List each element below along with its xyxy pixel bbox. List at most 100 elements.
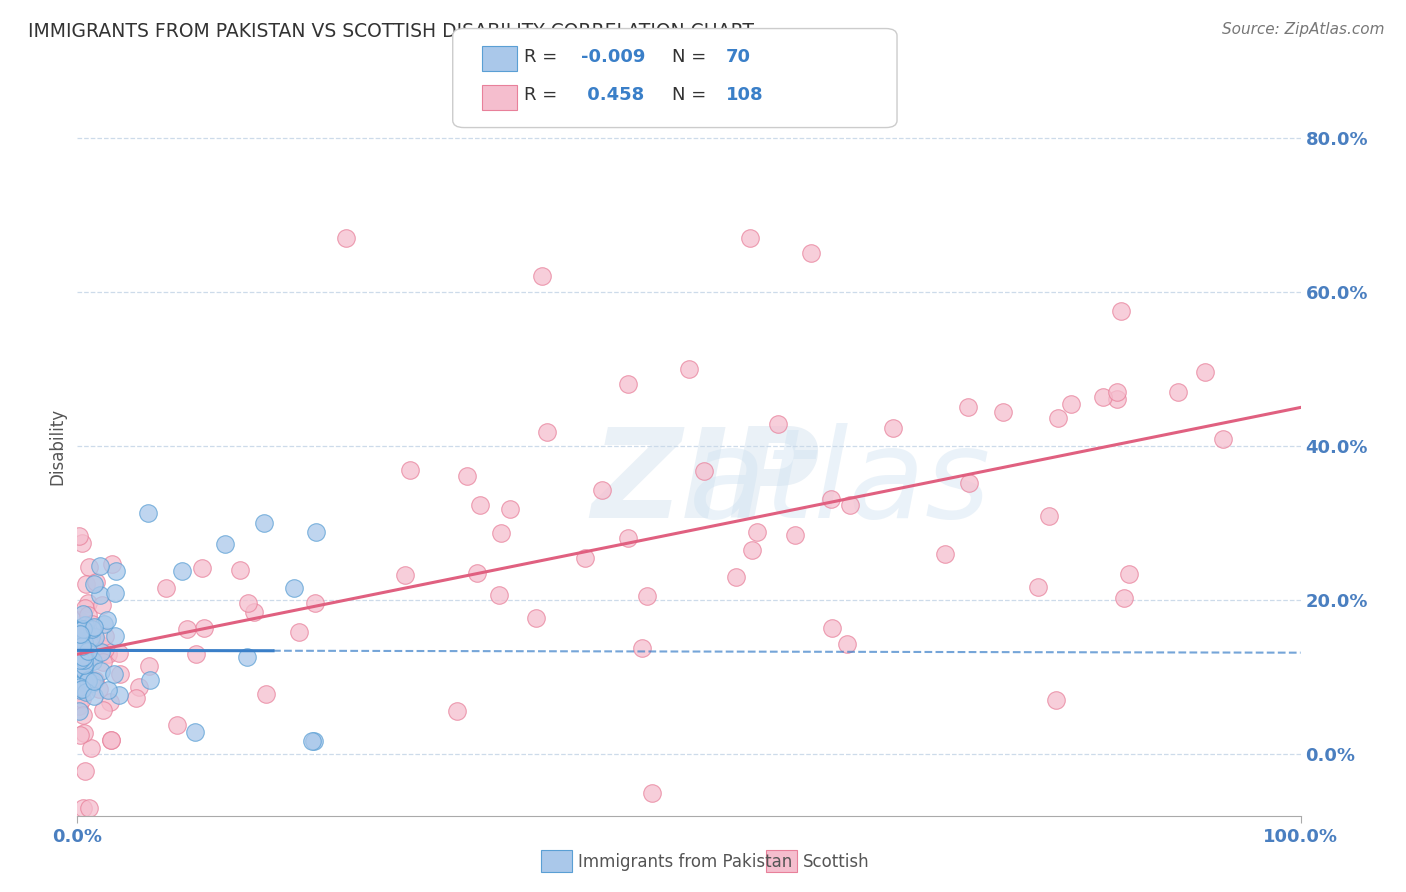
Point: [91, 656, 114, 670]
Point: [72, 622, 94, 636]
Point: [957, 475, 980, 490]
Point: [75, 624, 97, 638]
Point: [335, 231, 357, 245]
Point: [820, 621, 842, 635]
Point: [77, 560, 100, 574]
Text: N =: N =: [672, 87, 706, 104]
Point: [77, 596, 100, 610]
Point: [398, 463, 420, 477]
Point: [186, 648, 208, 662]
Point: [820, 491, 842, 506]
Point: [574, 550, 596, 565]
Point: [90, 646, 112, 660]
Point: [96, 613, 118, 627]
Point: [72, 662, 94, 676]
Point: [394, 567, 416, 582]
Point: [1194, 365, 1216, 379]
Point: [1092, 390, 1115, 404]
Point: [489, 525, 512, 540]
Point: [69, 624, 91, 639]
Text: R =: R =: [524, 87, 558, 104]
Point: [193, 621, 215, 635]
Point: [77, 674, 100, 689]
Text: ZIP: ZIP: [591, 423, 820, 543]
Point: [214, 537, 236, 551]
Point: [70, 659, 93, 673]
Point: [72, 635, 94, 649]
Point: [79, 650, 101, 665]
Point: [100, 732, 122, 747]
Point: [70, 681, 93, 696]
Text: R =: R =: [524, 48, 558, 66]
Point: [1047, 411, 1070, 425]
Point: [80, 631, 103, 645]
Point: [104, 629, 127, 643]
Point: [93, 617, 115, 632]
Point: [253, 516, 276, 530]
Point: [89, 637, 111, 651]
Point: [77, 801, 100, 815]
Point: [1167, 384, 1189, 399]
Point: [800, 246, 823, 260]
Point: [1107, 392, 1129, 406]
Point: [176, 622, 198, 636]
Point: [89, 588, 111, 602]
Point: [631, 640, 654, 655]
Point: [93, 703, 115, 717]
Point: [75, 601, 97, 615]
Text: 0.458: 0.458: [581, 87, 644, 104]
Point: [488, 588, 510, 602]
Point: [456, 468, 478, 483]
Point: [83, 620, 105, 634]
Point: [641, 786, 664, 800]
Point: [105, 564, 128, 578]
Text: 70: 70: [725, 48, 751, 66]
Point: [190, 561, 212, 575]
Point: [93, 642, 115, 657]
Point: [125, 690, 148, 705]
Point: [740, 231, 762, 245]
Text: Source: ZipAtlas.com: Source: ZipAtlas.com: [1222, 22, 1385, 37]
Point: [83, 627, 105, 641]
Text: 108: 108: [725, 87, 763, 104]
Point: [288, 624, 311, 639]
Point: [67, 688, 90, 702]
Point: [254, 687, 277, 701]
Point: [882, 421, 904, 435]
Point: [67, 704, 90, 718]
Point: [766, 417, 789, 431]
Point: [79, 673, 101, 688]
Point: [67, 698, 90, 713]
Point: [77, 621, 100, 635]
Point: [301, 734, 323, 748]
Point: [69, 682, 91, 697]
Point: [69, 653, 91, 667]
Point: [617, 531, 640, 545]
Point: [77, 673, 100, 687]
Point: [101, 557, 124, 571]
Point: [90, 665, 112, 679]
Point: [89, 681, 111, 696]
Point: [100, 732, 122, 747]
Text: Scottish: Scottish: [803, 853, 869, 871]
Point: [69, 661, 91, 675]
Point: [75, 764, 97, 778]
Point: [839, 498, 862, 512]
Point: [107, 689, 129, 703]
Point: [67, 529, 90, 543]
Point: [136, 506, 159, 520]
Point: [72, 535, 94, 549]
Point: [128, 681, 150, 695]
Point: [70, 691, 93, 706]
Point: [70, 623, 93, 637]
Point: [67, 649, 90, 664]
Point: [67, 633, 90, 648]
Point: [69, 681, 91, 695]
Text: -0.009: -0.009: [581, 48, 645, 66]
Point: [67, 621, 90, 635]
Point: [745, 524, 768, 539]
Point: [837, 637, 859, 651]
Point: [89, 558, 111, 573]
Point: [75, 618, 97, 632]
Point: [69, 627, 91, 641]
